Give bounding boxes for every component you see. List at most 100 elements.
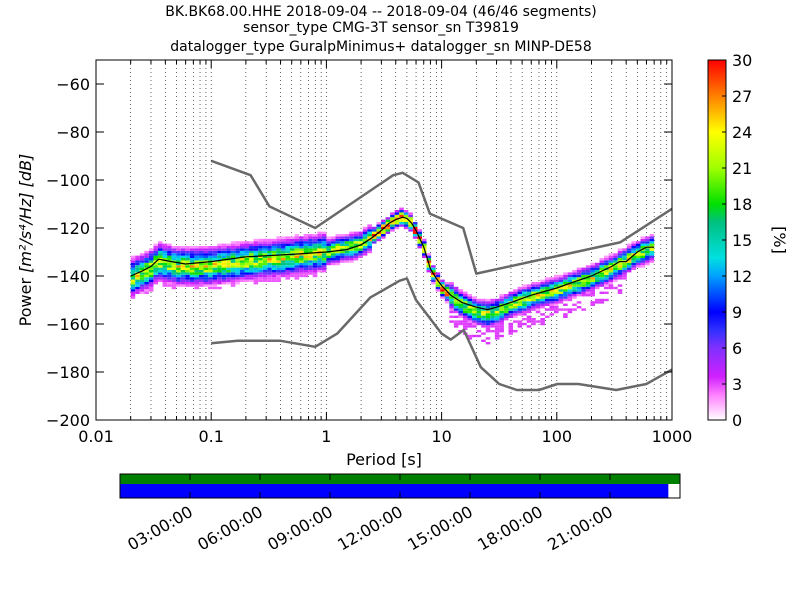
psd-density-cell [385, 217, 391, 220]
psd-density-cell [513, 330, 518, 333]
psd-density-cell [312, 262, 318, 266]
psd-density-cell [462, 296, 468, 299]
psd-density-cell [230, 241, 236, 244]
psd-density-cell [335, 248, 341, 251]
psd-density-cell [130, 279, 136, 282]
psd-density-cell [194, 286, 199, 290]
psd-density-cell [517, 322, 523, 326]
psd-density-cell [148, 255, 154, 258]
psd-density-cell [312, 270, 318, 273]
psd-density-cell [335, 243, 341, 246]
psd-density-cell [285, 238, 290, 242]
psd-density-cell [230, 255, 236, 258]
psd-density-cell [235, 262, 240, 266]
psd-density-cell [299, 253, 304, 256]
psd-density-cell [180, 272, 186, 275]
psd-density-cell [558, 296, 564, 299]
psd-density-cell [294, 255, 300, 258]
psd-density-cell [285, 241, 290, 244]
psd-density-cell [194, 262, 199, 266]
psd-density-cell [317, 253, 322, 256]
psd-density-cell [449, 320, 454, 323]
psd-density-cell [312, 253, 318, 256]
psd-density-cell [303, 274, 309, 278]
psd-density-cell [253, 274, 259, 278]
psd-density-cell [344, 260, 350, 263]
psd-density-cell [171, 272, 177, 275]
psd-density-cell [554, 303, 559, 306]
psd-density-cell [271, 243, 277, 246]
timeline-tick-label: 21:00:00 [544, 502, 616, 554]
psd-density-cell [244, 260, 250, 263]
psd-density-cell [230, 277, 236, 280]
psd-density-cell [563, 289, 568, 292]
psd-density-cell [581, 308, 586, 311]
psd-density-cell [572, 308, 577, 311]
psd-density-cell [635, 253, 641, 256]
psd-density-cell [394, 224, 400, 227]
psd-density-cell [340, 258, 345, 261]
psd-density-cell [499, 330, 504, 333]
psd-density-cell [549, 289, 555, 292]
psd-density-cell [440, 284, 445, 287]
psd-density-cell [481, 310, 486, 314]
psd-density-cell [230, 270, 236, 273]
psd-density-cell [526, 298, 532, 302]
plot-grid [130, 60, 668, 420]
psd-density-cell [494, 327, 500, 330]
psd-density-cell [221, 274, 227, 278]
psd-density-cell [271, 246, 277, 249]
psd-density-cell [499, 313, 504, 316]
psd-density-cell [185, 277, 190, 280]
psd-density-cell [144, 274, 149, 278]
psd-density-cell [144, 291, 149, 294]
psd-density-cell [408, 214, 413, 218]
psd-density-cell [189, 267, 195, 270]
psd-density-cell [604, 255, 609, 258]
psd-density-cell [390, 222, 395, 225]
psd-density-cell [508, 296, 514, 299]
psd-density-cell [239, 248, 245, 251]
psd-density-cell [572, 294, 577, 297]
psd-density-cell [613, 272, 618, 275]
psd-density-cell [330, 241, 336, 244]
psd-density-cell [622, 272, 627, 275]
psd-density-cell [226, 282, 231, 285]
psd-density-cell [590, 262, 595, 266]
psd-density-cell [244, 248, 250, 251]
psd-density-cell [412, 236, 418, 239]
psd-density-cell [194, 277, 199, 280]
psd-density-cell [308, 248, 313, 251]
psd-density-cell [490, 330, 495, 333]
psd-density-cell [567, 284, 573, 287]
psd-density-cell [189, 255, 195, 258]
psd-density-cell [549, 279, 555, 282]
psd-density-cell [522, 308, 527, 311]
psd-density-cell [594, 298, 600, 302]
title-line-sensor: sensor_type CMG-3T sensor_sn T39819 [243, 20, 519, 36]
psd-density-cell [180, 274, 186, 278]
psd-density-cell [513, 313, 518, 316]
psd-density-cell [226, 260, 231, 263]
psd-density-cell [485, 342, 491, 345]
psd-density-cell [353, 243, 359, 246]
psd-density-cell [180, 270, 186, 273]
psd-density-cell [312, 248, 318, 251]
psd-density-cell [599, 279, 605, 282]
psd-density-cell [253, 282, 259, 285]
psd-density-cell [135, 255, 140, 258]
psd-density-cell [499, 306, 504, 309]
psd-density-cell [289, 248, 295, 251]
psd-density-cell [599, 274, 605, 278]
psd-density-cell [271, 262, 277, 266]
psd-density-cell [340, 250, 345, 254]
psd-density-cell [135, 258, 140, 261]
psd-density-cell [513, 315, 518, 318]
psd-density-cell [590, 303, 595, 306]
psd-density-cell [340, 253, 345, 256]
psd-density-cell [176, 255, 181, 258]
psd-density-cell [203, 270, 209, 273]
psd-density-cell [208, 258, 213, 261]
psd-density-cell [526, 296, 532, 299]
psd-density-cell [513, 296, 518, 299]
